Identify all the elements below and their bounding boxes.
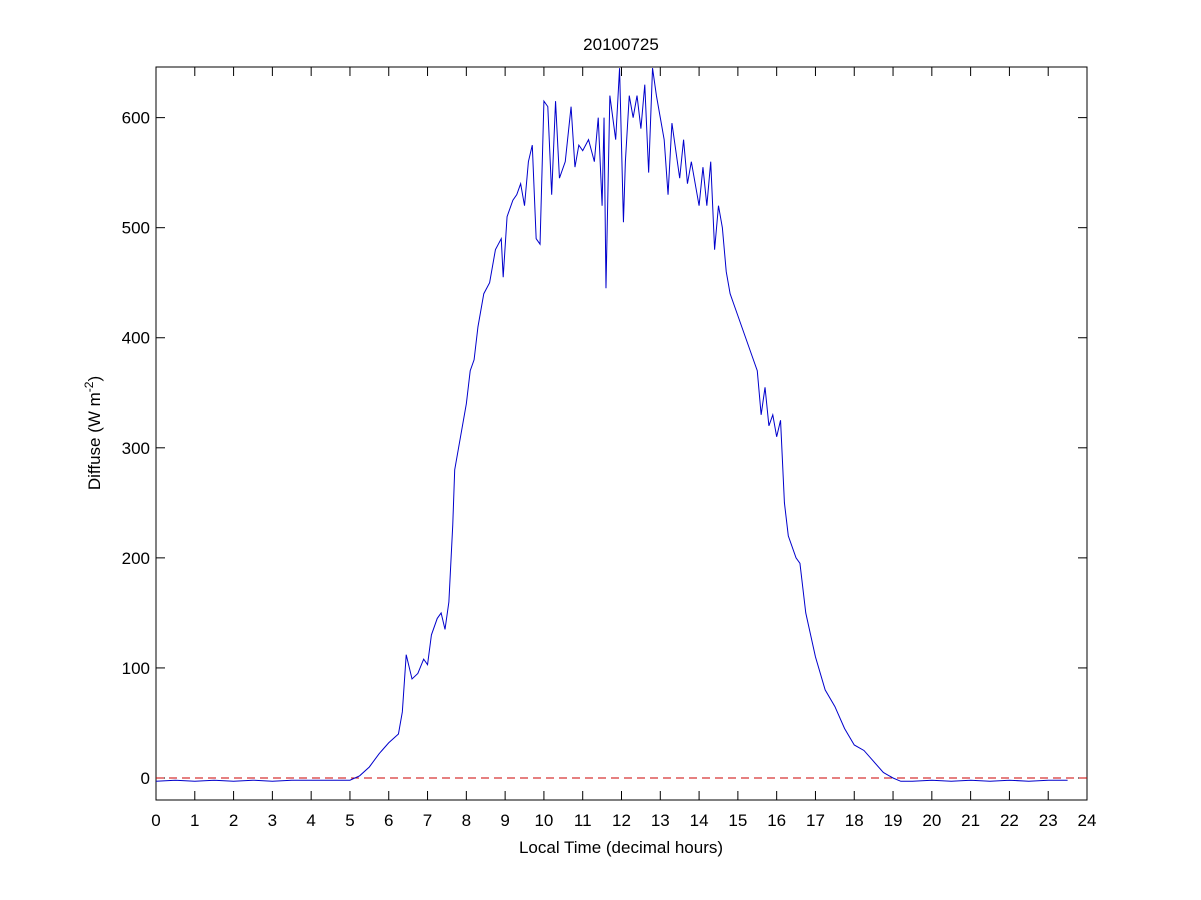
x-tick-label: 8	[462, 811, 471, 830]
y-tick-label: 100	[122, 659, 150, 678]
y-tick-label: 300	[122, 439, 150, 458]
x-tick-label: 2	[229, 811, 238, 830]
x-tick-label: 18	[845, 811, 864, 830]
x-tick-label: 9	[500, 811, 509, 830]
x-tick-label: 22	[1000, 811, 1019, 830]
y-axis-label: Diffuse (W m-2)	[82, 376, 104, 490]
chart-title: 20100725	[583, 35, 659, 54]
x-tick-label: 17	[806, 811, 825, 830]
x-tick-label: 11	[574, 811, 592, 830]
x-tick-label: 13	[651, 811, 670, 830]
x-tick-label: 0	[151, 811, 160, 830]
data-line	[155, 68, 1068, 782]
y-axis-label-end: )	[85, 376, 104, 382]
x-tick-label: 5	[345, 811, 354, 830]
x-tick-label: 24	[1078, 811, 1097, 830]
y-tick-label: 400	[122, 329, 150, 348]
y-tick-label: 0	[141, 769, 150, 788]
x-tick-label: 6	[384, 811, 393, 830]
y-tick-label: 500	[122, 219, 150, 238]
x-tick-label: 15	[728, 811, 747, 830]
x-tick-label: 21	[961, 811, 980, 830]
x-tick-label: 14	[690, 811, 709, 830]
x-tick-label: 20	[922, 811, 941, 830]
x-axis-label: Local Time (decimal hours)	[519, 838, 723, 857]
x-tick-label: 19	[884, 811, 903, 830]
y-tick-label: 600	[122, 109, 150, 128]
x-tick-label: 4	[306, 811, 315, 830]
x-tick-label: 16	[767, 811, 786, 830]
y-axis-label-sup: -2	[82, 381, 96, 392]
plot-frame	[155, 66, 1088, 801]
x-tick-label: 23	[1039, 811, 1058, 830]
x-tick-label: 1	[190, 811, 199, 830]
y-axis-label-text: Diffuse (W m	[85, 392, 104, 490]
x-tick-label: 3	[268, 811, 277, 830]
y-tick-label: 200	[122, 549, 150, 568]
x-tick-label: 12	[612, 811, 631, 830]
x-tick-label: 10	[534, 811, 553, 830]
x-tick-label: 7	[423, 811, 432, 830]
